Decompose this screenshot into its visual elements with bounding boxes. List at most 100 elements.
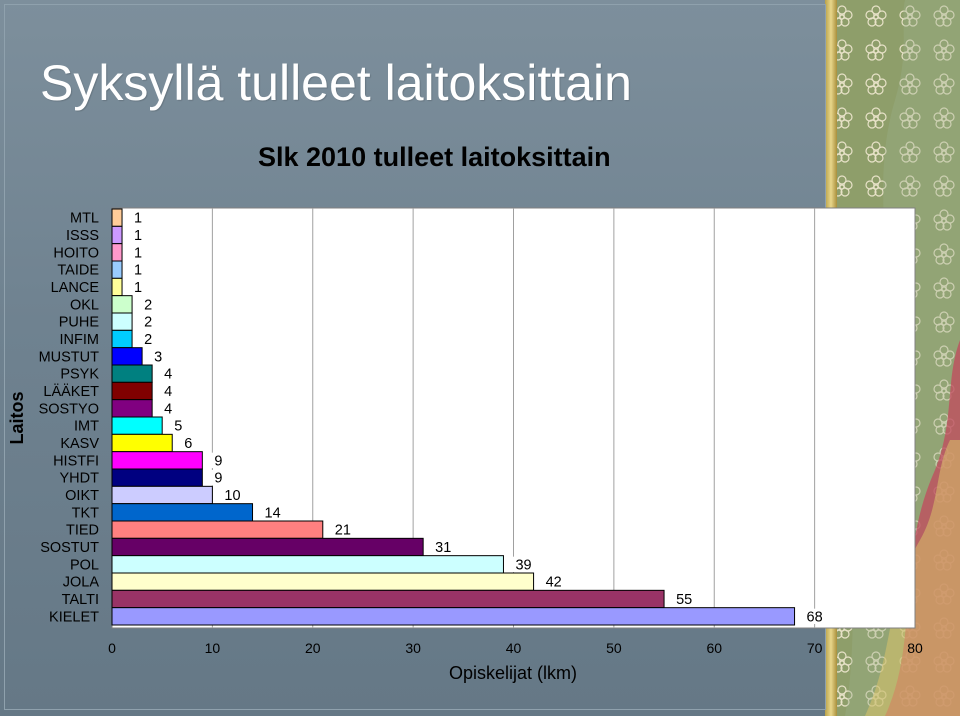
data-label: 1	[134, 263, 142, 279]
data-label: 21	[335, 523, 351, 539]
x-tick-label: 10	[205, 640, 221, 656]
category-label: KASV	[60, 436, 99, 452]
data-label-background	[325, 522, 352, 538]
category-label: SOSTYO	[39, 401, 99, 417]
data-label-background	[125, 244, 144, 260]
category-label: MUSTUT	[39, 349, 100, 365]
data-label-background	[125, 279, 144, 295]
x-tick-label: 30	[405, 640, 421, 656]
category-label: MTL	[70, 211, 99, 227]
data-label: 4	[164, 384, 172, 400]
bar	[111, 485, 213, 505]
data-label: 4	[164, 367, 172, 383]
data-label-background	[135, 331, 154, 347]
bar	[111, 329, 133, 349]
bar	[111, 572, 535, 591]
data-label-background	[165, 418, 184, 434]
data-label: 6	[184, 436, 192, 452]
slide-title: Syksyllä tulleet laitoksittain	[40, 55, 632, 111]
data-label: 68	[807, 609, 823, 625]
bar	[111, 503, 254, 522]
data-label-background	[205, 452, 224, 468]
bar	[111, 537, 424, 557]
bar	[111, 225, 123, 245]
category-label: HOITO	[53, 245, 99, 261]
data-label-background	[175, 435, 194, 451]
bar	[111, 416, 163, 435]
x-tick-label: 0	[108, 640, 116, 656]
data-label: 42	[546, 575, 562, 591]
data-label-background	[155, 400, 174, 416]
data-label: 39	[515, 557, 531, 573]
category-label: POL	[70, 557, 99, 573]
data-label-background	[125, 227, 144, 243]
data-label-background	[125, 262, 144, 278]
category-label: OIKT	[65, 488, 99, 504]
data-label-background	[215, 487, 242, 503]
category-label: LANCE	[51, 280, 100, 296]
data-label-background	[797, 608, 824, 624]
data-label-background	[155, 383, 174, 399]
category-label: ISSS	[66, 228, 99, 244]
bar	[111, 451, 203, 470]
data-label: 3	[154, 349, 162, 365]
category-label: HISTFI	[53, 453, 99, 469]
data-label-background	[145, 348, 164, 364]
data-label-background	[536, 574, 563, 590]
y-axis-label: Laitos	[7, 391, 27, 444]
data-label: 2	[144, 315, 152, 331]
data-label: 9	[214, 453, 222, 469]
data-label-background	[255, 504, 282, 520]
category-label: IMT	[74, 419, 99, 435]
data-label-background	[506, 556, 533, 572]
data-label: 4	[164, 401, 172, 417]
category-label: PSYK	[60, 367, 99, 383]
category-label: TIED	[66, 523, 99, 539]
x-tick-label: 50	[606, 640, 622, 656]
data-label-background	[125, 210, 144, 226]
data-label-background	[667, 591, 694, 607]
chart-title: Slk 2010 tulleet laitoksittain	[258, 142, 611, 172]
category-label: TKT	[72, 505, 100, 521]
x-axis-label: Opiskelijat (lkm)	[449, 663, 577, 683]
data-label: 2	[144, 297, 152, 313]
data-label: 14	[265, 505, 281, 521]
data-label: 10	[224, 488, 240, 504]
bar	[111, 208, 123, 227]
data-label-background	[426, 539, 453, 555]
category-label: TALTI	[62, 592, 99, 608]
category-label: YHDT	[60, 471, 100, 487]
bar	[111, 260, 123, 279]
bar	[111, 295, 133, 314]
data-label-background	[135, 296, 154, 312]
category-label: TAIDE	[57, 263, 99, 279]
data-label-background	[205, 470, 224, 486]
category-label: SOSTUT	[40, 540, 99, 556]
x-tick-label: 60	[706, 640, 722, 656]
category-label: KIELET	[49, 609, 99, 625]
category-label: LÄÄKET	[43, 383, 99, 400]
bar	[111, 347, 143, 366]
data-label-background	[135, 314, 154, 330]
bar	[111, 381, 153, 401]
bar	[111, 399, 153, 418]
category-label: PUHE	[59, 315, 100, 331]
bar	[111, 468, 203, 487]
bar	[111, 243, 123, 262]
category-label: INFIM	[60, 332, 99, 348]
bar	[111, 555, 504, 574]
data-label-background	[155, 366, 174, 382]
data-label: 1	[134, 211, 142, 227]
data-label: 1	[134, 228, 142, 244]
bar	[111, 589, 665, 609]
bar	[111, 312, 133, 331]
data-label: 55	[676, 592, 692, 608]
x-tick-label: 40	[506, 640, 522, 656]
category-label: OKL	[70, 297, 99, 313]
data-label: 5	[174, 419, 182, 435]
data-label: 1	[134, 280, 142, 296]
data-label: 2	[144, 332, 152, 348]
